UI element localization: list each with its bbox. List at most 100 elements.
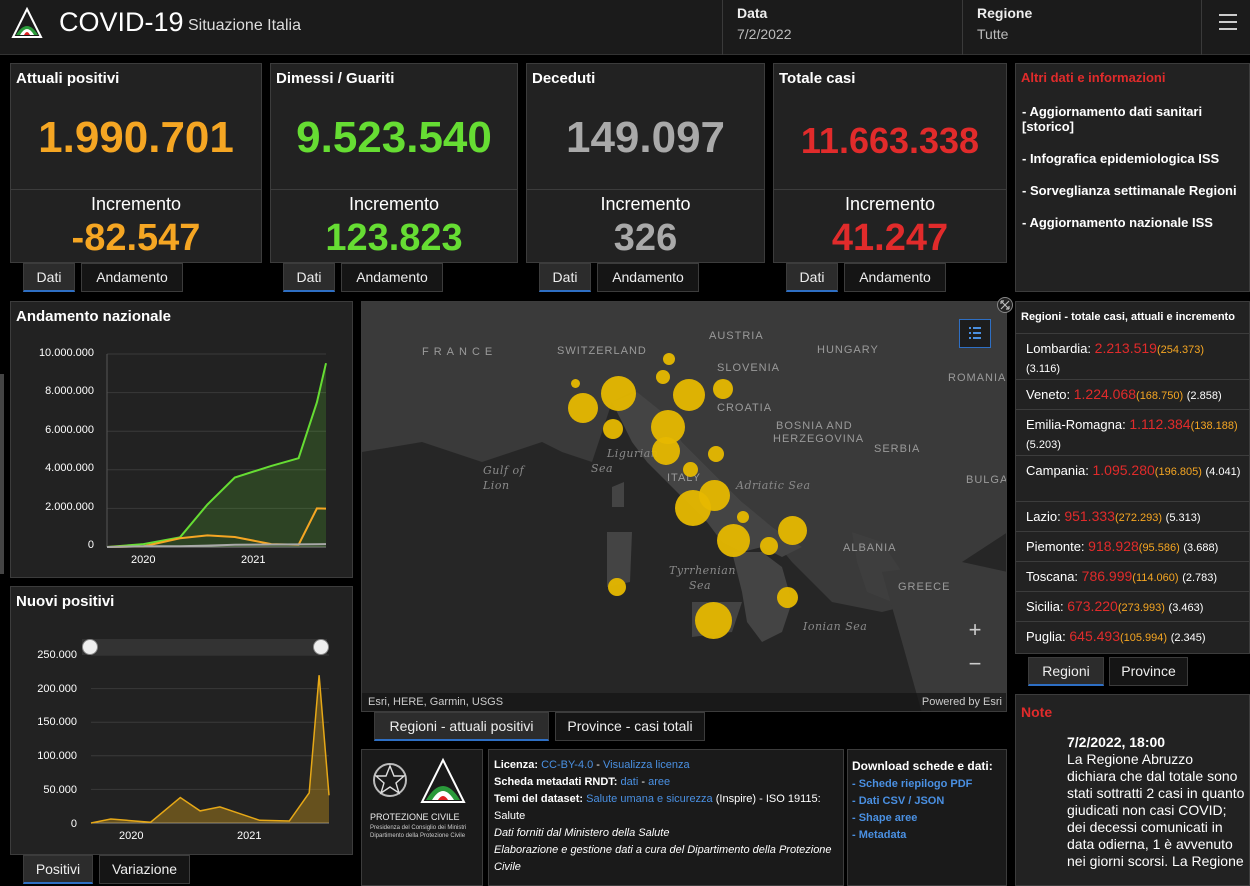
license-link[interactable]: CC-BY-4.0 bbox=[541, 759, 594, 771]
date-filter[interactable]: Data 7/2/2022 bbox=[722, 0, 960, 55]
regions-title: Regioni - totale casi, attuali e increme… bbox=[1021, 311, 1235, 323]
tab-andamento-deceduti[interactable]: Andamento bbox=[597, 263, 699, 292]
info-link-aggiornamento-storico[interactable]: - Aggiornamento dati sanitari [storico] bbox=[1022, 104, 1203, 134]
info-link-sorveglianza-regioni[interactable]: - Sorveglianza settimanale Regioni bbox=[1022, 183, 1237, 198]
range-slider-track[interactable] bbox=[82, 639, 327, 655]
date-filter-value: 7/2/2022 bbox=[737, 26, 792, 42]
region-row-piemonte[interactable]: Piemonte: 918.928(95.586) (3.688) bbox=[1016, 531, 1249, 561]
zoom-in-button[interactable]: + bbox=[968, 617, 982, 642]
map-bubble[interactable] bbox=[675, 490, 711, 526]
divider bbox=[774, 189, 1006, 190]
license-label: Licenza: bbox=[494, 759, 539, 771]
region-total: 1.112.384 bbox=[1129, 416, 1191, 432]
map-bubble[interactable] bbox=[778, 516, 807, 545]
tab-dati-deceduti[interactable]: Dati bbox=[539, 263, 591, 292]
download-shape-link[interactable]: - Shape aree bbox=[852, 812, 918, 824]
map-bubble[interactable] bbox=[708, 446, 724, 462]
tab-dati-attuali[interactable]: Dati bbox=[23, 263, 75, 292]
map-bubble[interactable] bbox=[568, 393, 598, 423]
region-row-veneto[interactable]: Veneto: 1.224.068(168.750) (2.858) bbox=[1016, 379, 1249, 409]
tab-positivi[interactable]: Positivi bbox=[23, 855, 93, 884]
region-row-campania[interactable]: Campania: 1.095.280(196.805) (4.041) bbox=[1016, 455, 1249, 501]
series-line bbox=[90, 675, 330, 824]
tab-dati-guariti[interactable]: Dati bbox=[283, 263, 335, 292]
region-row-lombardia[interactable]: Lombardia: 2.213.519(254.373) (3.116) bbox=[1016, 333, 1249, 379]
app-title: COVID-19 bbox=[59, 7, 184, 37]
legend-list-icon[interactable] bbox=[959, 319, 991, 348]
region-name: Veneto: bbox=[1026, 387, 1071, 402]
region-row-sicilia[interactable]: Sicilia: 673.220(273.993) (3.463) bbox=[1016, 591, 1249, 621]
kpi-title: Totale casi bbox=[779, 70, 856, 87]
map-label-ligurian-sea: Sea bbox=[591, 462, 614, 475]
tab-andamento-totale[interactable]: Andamento bbox=[844, 263, 946, 292]
map-label-france: FRANCE bbox=[422, 346, 498, 358]
tab-variazione[interactable]: Variazione bbox=[99, 855, 190, 884]
themes-line: Temi del dataset: Salute umana e sicurez… bbox=[494, 791, 840, 808]
region-row-puglia[interactable]: Puglia: 645.493(105.994) (2.345) bbox=[1016, 621, 1249, 654]
map-label-hungary: HUNGARY bbox=[817, 344, 879, 356]
region-name: Lombardia: bbox=[1026, 341, 1092, 356]
download-pdf-link[interactable]: - Schede riepilogo PDF bbox=[852, 778, 973, 790]
range-slider-handle-right[interactable] bbox=[313, 639, 329, 655]
tab-regioni-list[interactable]: Regioni bbox=[1028, 657, 1104, 686]
map-bubble[interactable] bbox=[777, 587, 798, 608]
kpi-increment-label: Incremento bbox=[90, 194, 182, 214]
region-filter-label: Regione bbox=[977, 5, 1033, 21]
y-tick-label: 250.000 bbox=[37, 649, 77, 661]
tab-regioni-attuali-positivi[interactable]: Regioni - attuali positivi bbox=[374, 712, 549, 741]
map-bubble[interactable] bbox=[652, 437, 680, 465]
region-name: Lazio: bbox=[1026, 509, 1061, 524]
map-view[interactable]: FRANCE SWITZERLAND AUSTRIA HUNGARY SLOVE… bbox=[361, 301, 1007, 712]
top-bar: COVID-19 Situazione Italia Data 7/2/2022… bbox=[0, 0, 1250, 55]
download-csv-link[interactable]: - Dati CSV / JSON bbox=[852, 795, 945, 807]
tab-andamento-attuali[interactable]: Andamento bbox=[81, 263, 183, 292]
kpi-increment-value: 326 bbox=[613, 217, 678, 259]
kpi-dimessi-guariti: Dimessi / Guariti 9.523.540 Incremento 1… bbox=[270, 63, 518, 263]
map-bubble[interactable] bbox=[656, 370, 670, 384]
map-bubble[interactable] bbox=[683, 462, 698, 477]
license-panel: Licenza: CC-BY-4.0 - Visualizza licenza … bbox=[488, 749, 844, 886]
zoom-out-button[interactable]: − bbox=[968, 651, 982, 676]
hamburger-menu-icon[interactable] bbox=[1201, 0, 1250, 55]
themes-link[interactable]: Salute umana e sicurezza bbox=[586, 793, 713, 805]
map-bubble[interactable] bbox=[737, 511, 749, 523]
kpi-value: 1.990.701 bbox=[38, 113, 234, 162]
region-row-emilia-romagna[interactable]: Emilia-Romagna: 1.112.384(138.188) (5.20… bbox=[1016, 409, 1249, 455]
themes-label: Temi del dataset: bbox=[494, 793, 584, 805]
left-edge-scrollbar[interactable] bbox=[0, 374, 4, 574]
range-slider-handle-left[interactable] bbox=[82, 639, 98, 655]
expand-icon[interactable] bbox=[997, 297, 1013, 313]
download-metadata-link[interactable]: - Metadata bbox=[852, 829, 907, 841]
tab-andamento-guariti[interactable]: Andamento bbox=[341, 263, 443, 292]
region-row-lazio[interactable]: Lazio: 951.333(272.293) (5.313) bbox=[1016, 501, 1249, 531]
map-label-greece: GREECE bbox=[898, 581, 951, 593]
map-label-herzegovina: HERZEGOVINA bbox=[773, 433, 865, 445]
region-filter[interactable]: Regione Tutte bbox=[962, 0, 1200, 55]
map-bubble[interactable] bbox=[673, 379, 705, 411]
protezione-civile-emblem-icon bbox=[420, 757, 466, 803]
tab-province-list[interactable]: Province bbox=[1109, 657, 1188, 686]
region-new: (3.116) bbox=[1026, 363, 1061, 375]
metadata-dati-link[interactable]: dati bbox=[620, 776, 639, 788]
info-link-infografica-iss[interactable]: - Infografica epidemiologica ISS bbox=[1022, 151, 1220, 166]
map-bubble[interactable] bbox=[663, 353, 675, 365]
map-bubble[interactable] bbox=[603, 419, 623, 439]
map-bubble[interactable] bbox=[713, 379, 733, 399]
info-link-aggiornamento-iss[interactable]: - Aggiornamento nazionale ISS bbox=[1022, 215, 1213, 230]
x-tick-label: 2021 bbox=[237, 830, 262, 842]
tab-province-casi-totali[interactable]: Province - casi totali bbox=[555, 712, 705, 741]
region-total: 786.999 bbox=[1081, 568, 1133, 584]
map-bubble[interactable] bbox=[608, 578, 626, 596]
map-bubble[interactable] bbox=[695, 602, 732, 639]
region-current: (196.805) bbox=[1154, 466, 1202, 478]
metadata-aree-link[interactable]: aree bbox=[648, 776, 671, 788]
map-label-bulgaria: BULGAR bbox=[966, 474, 1006, 486]
map-bubble[interactable] bbox=[717, 524, 750, 557]
map-label-serbia: SERBIA bbox=[874, 443, 921, 455]
map-bubble[interactable] bbox=[601, 376, 636, 411]
map-bubble[interactable] bbox=[571, 379, 580, 388]
region-row-toscana[interactable]: Toscana: 786.999(114.060) (2.783) bbox=[1016, 561, 1249, 591]
tab-dati-totale[interactable]: Dati bbox=[786, 263, 838, 292]
view-license-link[interactable]: Visualizza licenza bbox=[603, 759, 690, 771]
map-bubble[interactable] bbox=[760, 537, 778, 555]
